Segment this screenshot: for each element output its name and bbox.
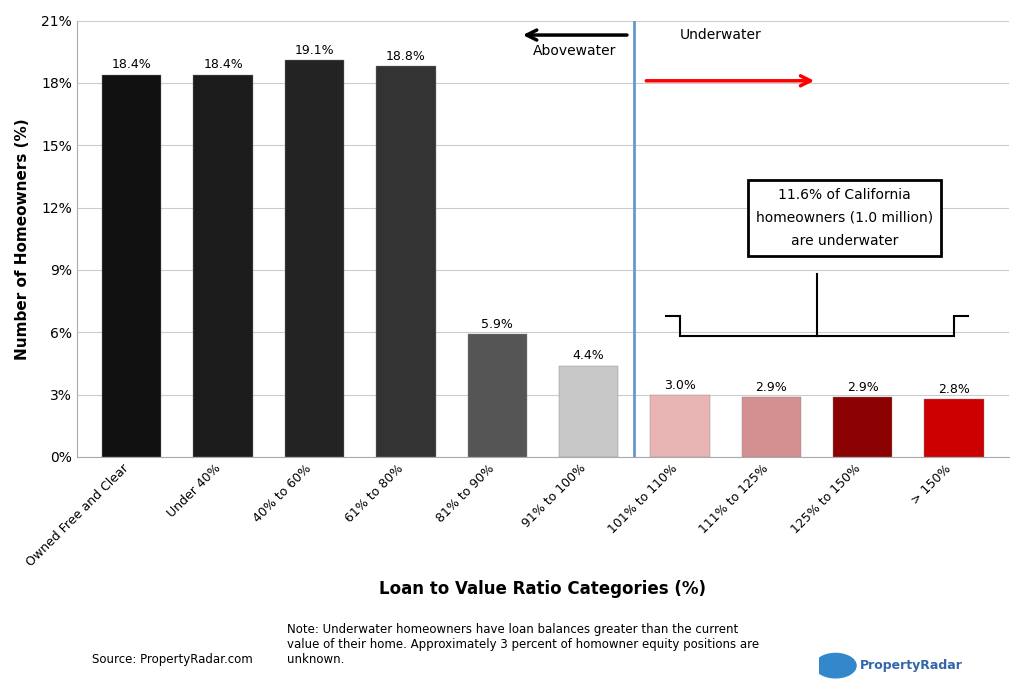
Text: 2.9%: 2.9% [847,381,879,394]
Text: 11.6% of California
homeowners (1.0 million)
are underwater: 11.6% of California homeowners (1.0 mill… [756,188,933,247]
Text: 3.0%: 3.0% [665,378,696,392]
Circle shape [815,654,856,677]
Text: 5.9%: 5.9% [481,319,513,331]
Bar [194,75,253,457]
Text: 4.4%: 4.4% [572,349,604,362]
X-axis label: Loan to Value Ratio Categories (%): Loan to Value Ratio Categories (%) [380,581,707,598]
Text: 18.4%: 18.4% [203,59,243,71]
Text: Underwater: Underwater [680,28,762,42]
Bar [741,397,801,457]
Text: 2.8%: 2.8% [938,383,970,396]
Text: 19.1%: 19.1% [295,44,334,57]
Text: Note: Underwater homeowners have loan balances greater than the current
value of: Note: Underwater homeowners have loan ba… [287,622,759,666]
Bar [834,397,893,457]
Bar [285,60,344,457]
Text: 2.9%: 2.9% [756,381,787,394]
Text: 18.4%: 18.4% [112,59,152,71]
Bar [376,66,435,457]
Bar [650,395,710,457]
Text: Source: PropertyRadar.com: Source: PropertyRadar.com [92,652,253,666]
Bar [559,365,618,457]
Y-axis label: Number of Homeowners (%): Number of Homeowners (%) [15,118,30,360]
Text: Abovewater: Abovewater [534,45,616,59]
Bar [102,75,162,457]
Bar [925,399,984,457]
Bar [468,335,527,457]
Text: 18.8%: 18.8% [386,50,426,63]
Text: PropertyRadar: PropertyRadar [860,659,963,672]
